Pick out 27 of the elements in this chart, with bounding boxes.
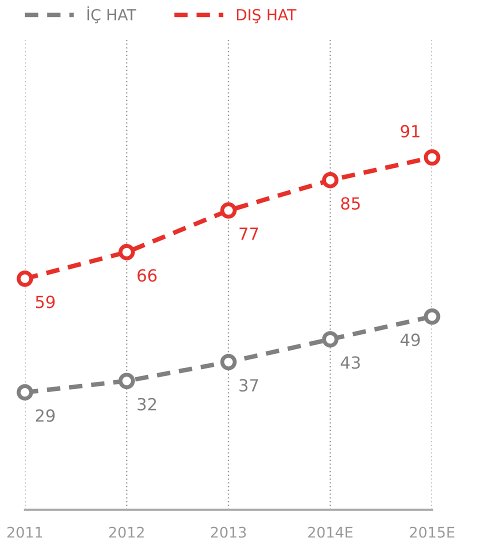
point <box>424 308 440 325</box>
point <box>322 331 338 348</box>
data-label: 85 <box>341 197 360 210</box>
legend-label: İÇ HAT <box>88 6 136 24</box>
point <box>118 372 135 390</box>
x-tick-label: 2014E <box>308 526 352 538</box>
x-tick-label: 2012 <box>109 526 144 538</box>
x-tick-label: 2011 <box>7 526 42 538</box>
point <box>118 244 135 260</box>
data-label: 59 <box>36 296 55 308</box>
data-label: 66 <box>138 269 157 282</box>
point <box>16 270 34 287</box>
data-label: 77 <box>240 228 258 240</box>
data-label: 49 <box>400 334 420 346</box>
point <box>16 384 34 401</box>
data-label: 32 <box>138 398 156 411</box>
point <box>424 149 440 166</box>
data-label: 29 <box>36 409 55 422</box>
x-tick-label: 2015E <box>410 526 454 538</box>
data-label: 91 <box>400 124 420 138</box>
point <box>220 202 237 219</box>
point <box>220 354 237 370</box>
point <box>322 172 338 188</box>
data-label: 43 <box>340 356 360 369</box>
x-tick-label: 2013 <box>210 526 246 538</box>
legend-label: DIŞ HAT <box>236 8 296 24</box>
data-label: 37 <box>239 378 258 392</box>
